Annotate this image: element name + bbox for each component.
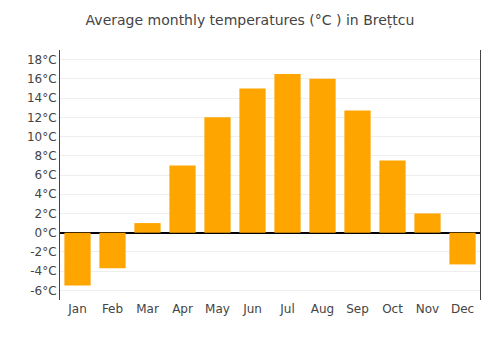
svg-text:14°C: 14°C	[27, 91, 57, 105]
svg-text:4°C: 4°C	[35, 187, 57, 201]
svg-text:Dec: Dec	[451, 302, 474, 316]
svg-text:6°C: 6°C	[35, 168, 57, 182]
svg-text:-4°C: -4°C	[30, 264, 56, 278]
svg-text:-6°C: -6°C	[30, 284, 56, 298]
svg-text:16°C: 16°C	[27, 72, 57, 86]
svg-text:May: May	[205, 302, 230, 316]
svg-text:Aug: Aug	[311, 302, 334, 316]
svg-text:18°C: 18°C	[27, 53, 57, 67]
svg-text:0°C: 0°C	[35, 226, 57, 240]
svg-text:8°C: 8°C	[35, 149, 57, 163]
svg-text:-2°C: -2°C	[30, 245, 56, 259]
svg-text:Jun: Jun	[242, 302, 262, 316]
svg-text:Oct: Oct	[382, 302, 403, 316]
svg-text:Nov: Nov	[416, 302, 439, 316]
svg-text:Apr: Apr	[172, 302, 193, 316]
svg-text:2°C: 2°C	[35, 207, 57, 221]
svg-text:10°C: 10°C	[27, 130, 57, 144]
svg-text:Jan: Jan	[67, 302, 87, 316]
svg-text:12°C: 12°C	[27, 111, 57, 125]
svg-text:Average monthly temperatures (: Average monthly temperatures (°C ) in Br…	[86, 12, 415, 29]
svg-text:Sep: Sep	[346, 302, 369, 316]
svg-text:Jul: Jul	[279, 302, 294, 316]
svg-text:Feb: Feb	[102, 302, 123, 316]
svg-text:Mar: Mar	[136, 302, 159, 316]
